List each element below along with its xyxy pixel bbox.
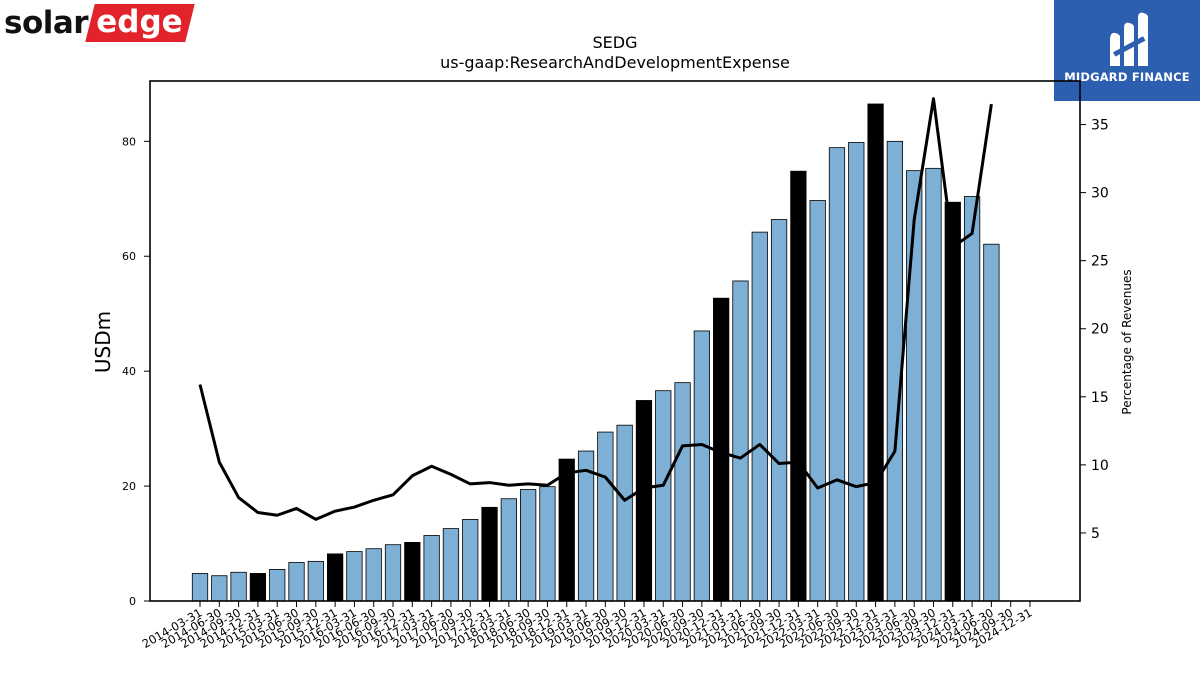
y2-tick-label-15: 15 [1091,390,1109,406]
midgard-finance-logo: MIDGARD FINANCE [1054,0,1200,101]
bar-2017-03-31 [423,535,440,602]
chart-subtitle: us-gaap:ResearchAndDevelopmentExpense [440,53,790,72]
bar-2017-06-30 [442,528,460,602]
bar-2018-09-30 [539,486,556,602]
bar-2015-06-30 [288,562,305,602]
bar-2019-06-30 [597,431,614,602]
midgard-finance-text: MIDGARD FINANCE [1064,70,1190,84]
y2-tick-label-25: 25 [1091,254,1109,270]
bar-2016-12-31 [404,541,421,602]
bar-2015-03-31 [269,568,286,602]
y-tick-label-20: 20 [122,480,136,493]
bar-2016-03-31 [346,551,363,602]
bar-2016-09-30 [384,544,402,602]
axes-group: 02040608051015202530352014-03-312014-06-… [122,80,1109,651]
bar-2017-12-31 [481,506,498,602]
bar-2022-03-31 [809,200,826,602]
bar-2024-03-31 [963,196,981,602]
y-axis-label: USDm [91,311,115,373]
bar-2014-09-30 [230,571,247,602]
bar-2022-06-30 [828,147,846,602]
bar-2020-03-31 [655,390,672,602]
y2-tick-label-10: 10 [1091,458,1109,474]
y2-tick-label-30: 30 [1091,186,1109,202]
bar-2020-06-30 [674,382,691,602]
bar-2023-12-31 [944,201,961,602]
y2-tick-label-20: 20 [1091,322,1109,338]
y2-tick-label-5: 5 [1091,526,1100,542]
bar-2019-12-31 [635,400,653,602]
bar-2016-06-30 [365,548,382,602]
y2-axis-label: Percentage of Revenues [1120,269,1134,414]
bar-2024-06-30 [983,243,1000,602]
bar-2021-09-30 [770,219,788,602]
chart-title: SEDG [593,33,638,52]
revenue-percentage-line [198,97,993,521]
bar-2014-06-30 [211,575,228,602]
plot-frame [149,80,1081,602]
midgard-m-logo-icon [1110,12,1148,67]
bar-2018-12-31 [558,458,575,602]
y-tick-label-40: 40 [122,365,136,378]
bar-2014-03-31 [191,573,209,602]
y-tick-label-60: 60 [122,250,136,263]
bar-2017-09-30 [462,519,479,602]
y-tick-label-0: 0 [129,595,136,608]
bar-2020-09-30 [693,330,710,602]
bar-2018-03-31 [500,498,517,602]
bar-2023-09-30 [925,167,942,602]
bar-2015-09-30 [307,560,324,602]
y-tick-label-80: 80 [122,135,136,148]
bar-2021-12-31 [790,170,807,602]
bar-2018-06-30 [520,489,537,602]
bar-2014-12-31 [249,573,267,602]
bar-2022-12-31 [867,103,884,602]
bar-2021-06-30 [751,231,768,602]
bar-2021-03-31 [732,280,749,602]
solaredge-logo: solar edge [4,4,196,42]
bar-2022-09-30 [848,142,865,602]
bar-2019-09-30 [616,424,633,602]
bars-group [191,103,1000,602]
line-series-group [198,97,993,521]
bar-2015-12-31 [326,553,344,602]
logo-text-solar: solar [4,5,89,41]
y2-tick-label-35: 35 [1091,118,1109,134]
